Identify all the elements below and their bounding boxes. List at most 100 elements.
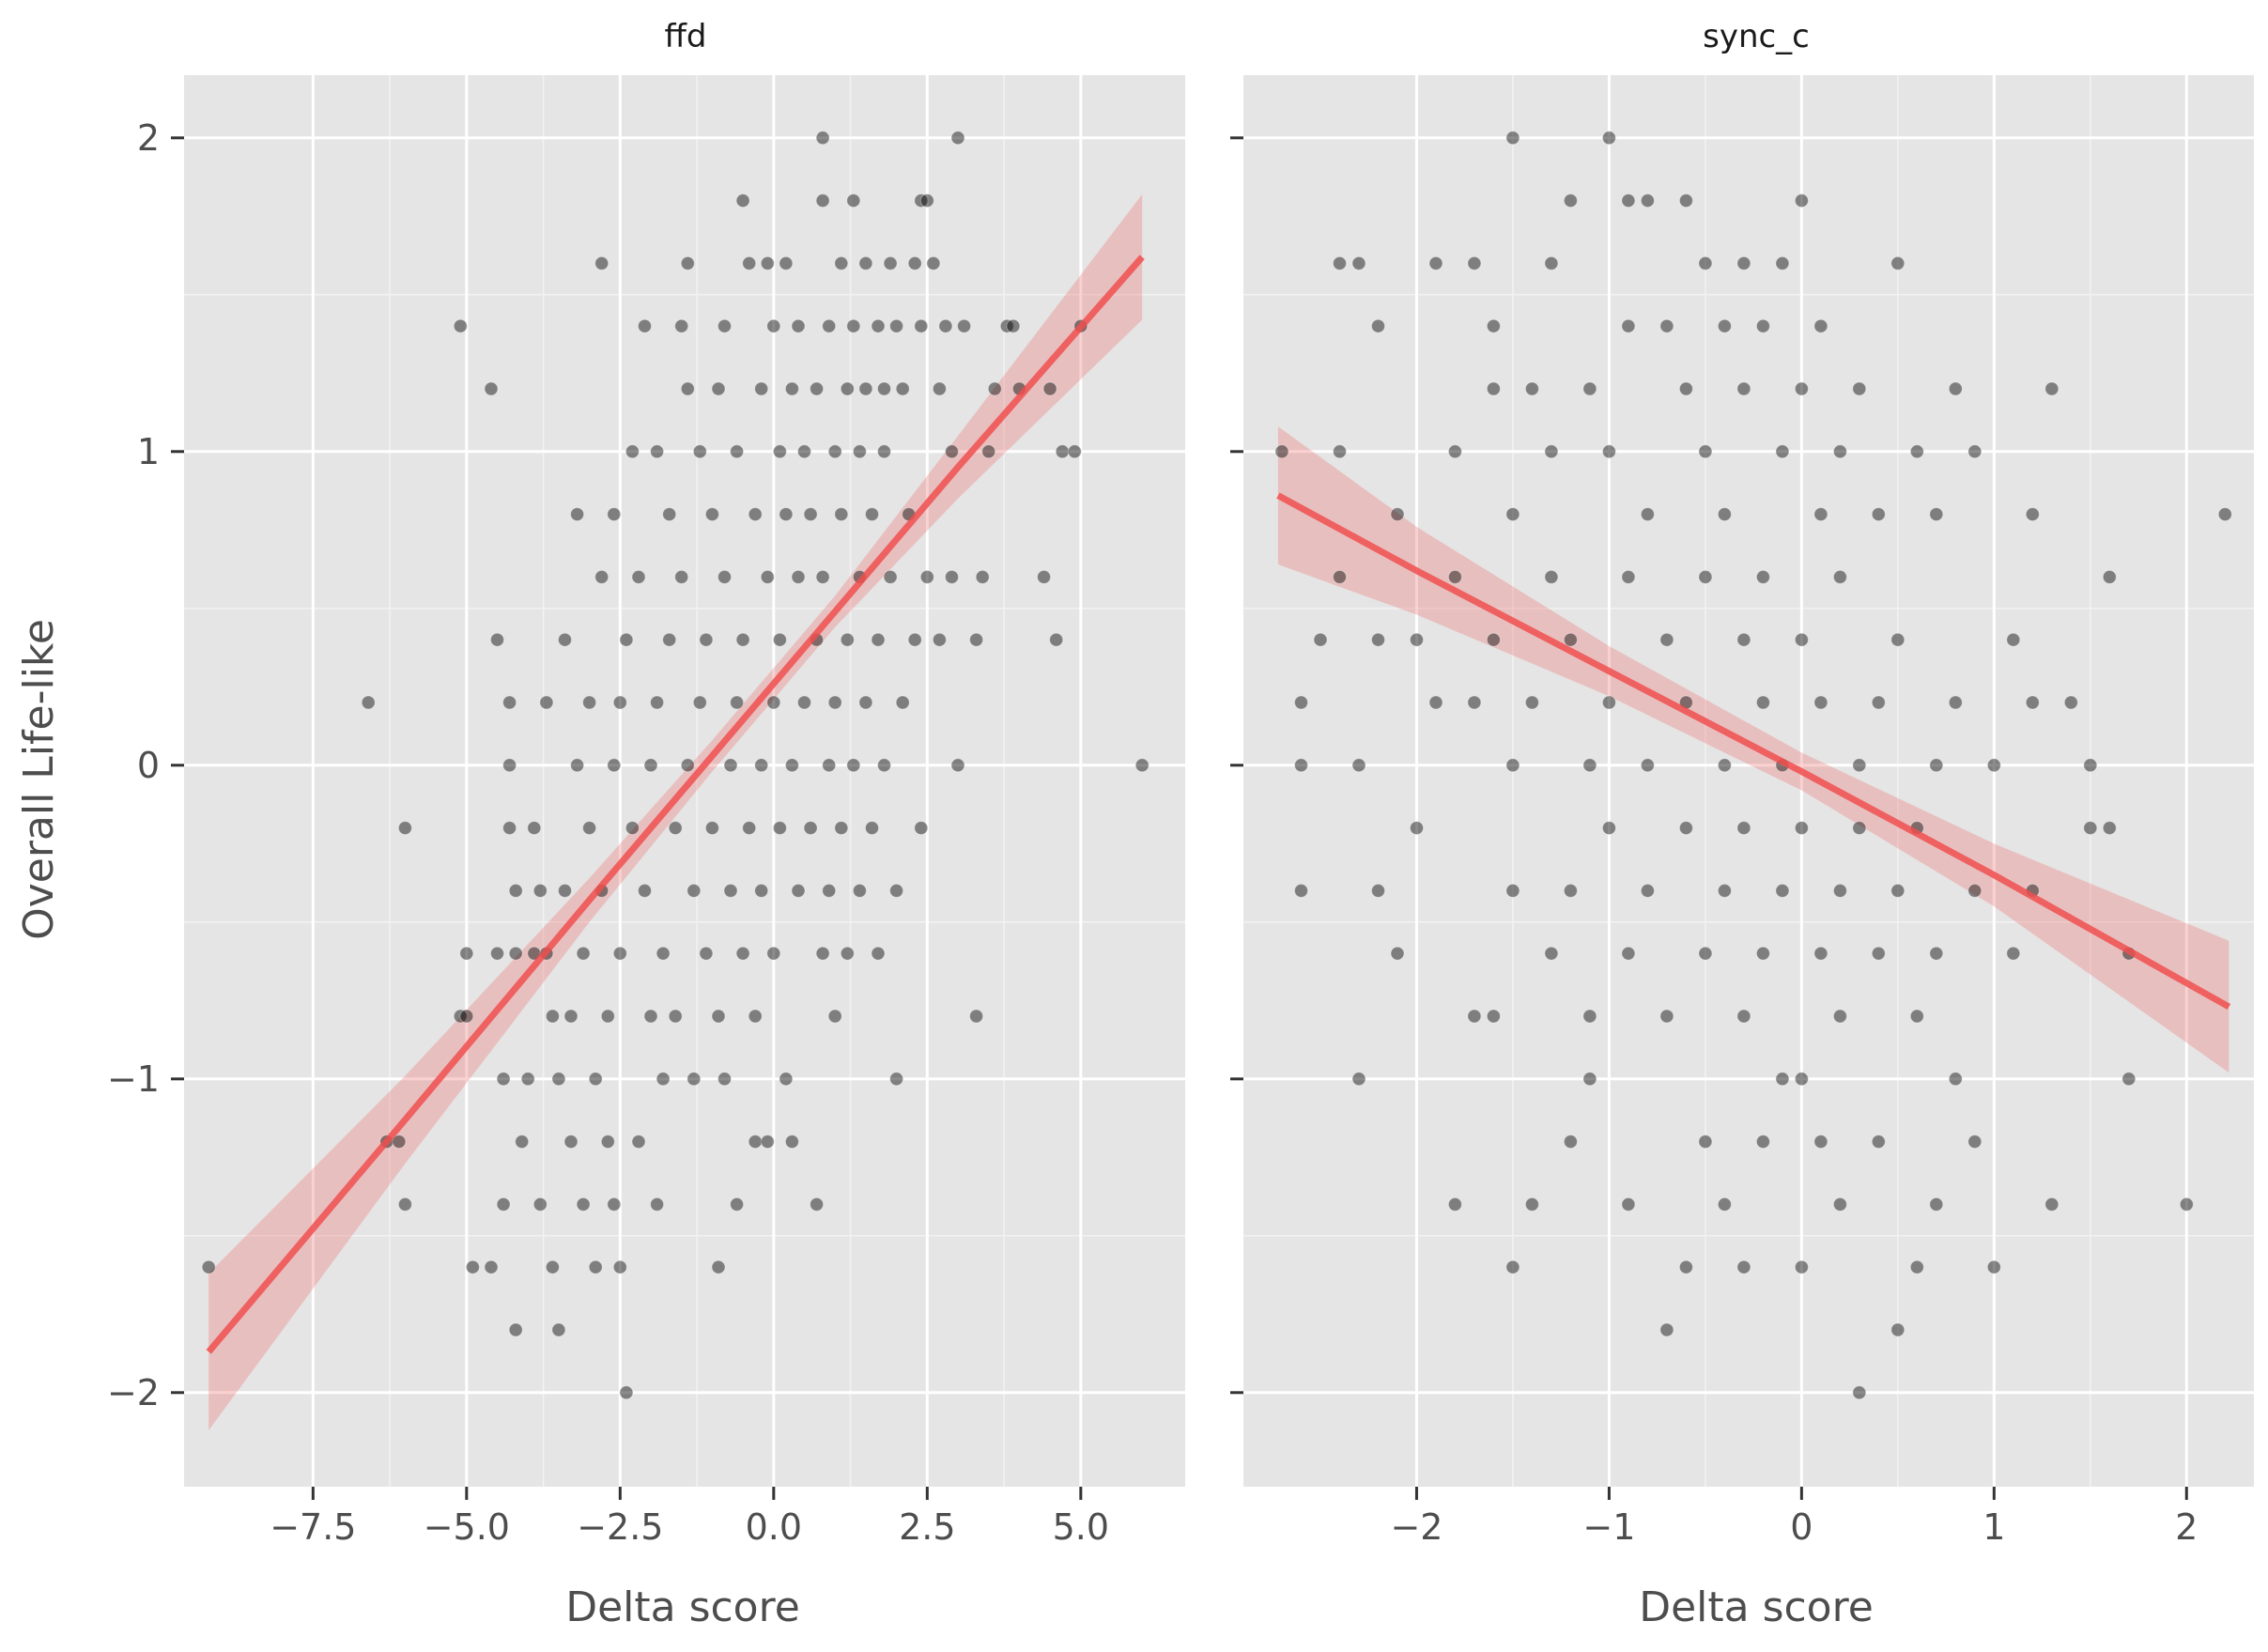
scatter-point: [1967, 1135, 1983, 1150]
scatter-point: [558, 883, 572, 898]
scatter-point: [1890, 883, 1905, 898]
scatter-point: [1736, 1259, 1751, 1274]
x-tick-label: 5.0: [1053, 1506, 1109, 1548]
scatter-point: [766, 946, 781, 961]
scatter-point: [2102, 569, 2117, 584]
scatter-point: [1640, 883, 1655, 898]
scatter-point: [539, 695, 554, 710]
scatter-point: [754, 381, 769, 396]
scatter-point: [1621, 193, 1636, 208]
scatter-point: [981, 444, 996, 459]
scatter-point: [827, 1009, 842, 1024]
scatter-point: [465, 1259, 480, 1274]
scatter-point: [674, 569, 689, 584]
x-axis-label-ffd: Delta score: [565, 1583, 800, 1631]
scatter-point: [711, 1009, 726, 1024]
minor-grid-ffd: [184, 75, 1185, 1487]
y-axis-ticks-sync-c: [1230, 136, 1243, 1395]
scatter-point: [1042, 381, 1057, 396]
scatter-point: [889, 883, 904, 898]
x-tick-label: 2.5: [899, 1506, 955, 1548]
x-tick-label: 2: [2175, 1506, 2198, 1548]
scatter-point: [662, 632, 677, 647]
scatter-point: [1313, 632, 1328, 647]
scatter-point: [1929, 946, 1944, 961]
scatter-point: [772, 632, 787, 647]
scatter-point: [1736, 1009, 1751, 1024]
scatter-point: [1813, 318, 1828, 333]
scatter-point: [607, 507, 622, 522]
scatter-point: [1813, 1135, 1828, 1150]
x-tick-label: −1: [1582, 1506, 1635, 1548]
scatter-point: [797, 695, 811, 710]
scatter-point: [1582, 758, 1597, 773]
scatter-point: [1621, 569, 1636, 584]
scatter-point: [459, 946, 474, 961]
x-tick-label: −2: [1390, 1506, 1443, 1548]
scatter-point: [612, 695, 627, 710]
scatter-point: [945, 444, 959, 459]
scatter-point: [638, 318, 652, 333]
scatter-point: [1390, 946, 1405, 961]
scatter-point: [999, 318, 1014, 333]
scatter-point: [619, 1385, 634, 1400]
scatter-point: [650, 695, 665, 710]
scatter-point: [520, 1072, 535, 1087]
facet-panel-sync-c: −2 −1 0 1 2 sync_c Delta score: [1230, 18, 2254, 1631]
scatter-point: [588, 1259, 603, 1274]
scatter-point: [815, 946, 830, 961]
scatter-point: [1698, 444, 1713, 459]
scatter-point: [1871, 1135, 1886, 1150]
scatter-point: [779, 507, 794, 522]
scatter-point: [680, 255, 695, 270]
scatter-point: [1813, 507, 1828, 522]
scatter-point: [1890, 1322, 1905, 1337]
scatter-point: [1371, 632, 1385, 647]
y-axis-ticks-ffd: −2 −1 0 1 2: [107, 117, 184, 1413]
scatter-point: [914, 821, 929, 836]
scatter-point: [496, 1072, 511, 1087]
scatter-point: [650, 1197, 665, 1212]
scatter-point: [1852, 758, 1867, 773]
scatter-point: [1447, 569, 1462, 584]
scatter-point: [1794, 193, 1809, 208]
scatter-point: [625, 821, 640, 836]
scatter-point: [748, 1135, 763, 1150]
scatter-point: [532, 883, 548, 898]
scatter-point: [840, 632, 855, 647]
scatter-point: [1621, 1197, 1636, 1212]
scatter-point: [1890, 255, 1905, 270]
scatter-point: [950, 131, 965, 146]
scatter-point: [1832, 569, 1847, 584]
x-tick-label: 0.0: [746, 1506, 802, 1548]
x-tick-label: −7.5: [270, 1506, 356, 1548]
scatter-point: [551, 1322, 566, 1337]
scatter-point: [650, 444, 665, 459]
scatter-point: [1736, 632, 1751, 647]
scatter-point: [1717, 1197, 1732, 1212]
scatter-point: [945, 569, 959, 584]
scatter-point: [1505, 758, 1520, 773]
scatter-point: [563, 1009, 579, 1024]
scatter-point: [600, 1009, 615, 1024]
y-axis-label: Overall Life-like: [15, 619, 63, 940]
scatter-point: [760, 569, 775, 584]
scatter-point: [919, 193, 934, 208]
scatter-point: [558, 632, 572, 647]
scatter-point: [1486, 632, 1501, 647]
scatter-point: [1852, 1385, 1867, 1400]
scatter-point: [631, 569, 646, 584]
scatter-point: [865, 821, 879, 836]
scatter-point: [938, 318, 953, 333]
scatter-point: [2044, 381, 2060, 396]
scatter-point: [723, 758, 738, 773]
scatter-point: [508, 946, 523, 961]
scatter-point: [1832, 1197, 1847, 1212]
scatter-point: [748, 507, 763, 522]
scatter-point: [1871, 946, 1886, 961]
scatter-point: [1755, 318, 1770, 333]
scatter-point: [1717, 883, 1732, 898]
x-tick-label: −5.0: [424, 1506, 510, 1548]
major-grid-sync-c: [1243, 75, 2254, 1487]
scatter-point: [730, 1197, 745, 1212]
